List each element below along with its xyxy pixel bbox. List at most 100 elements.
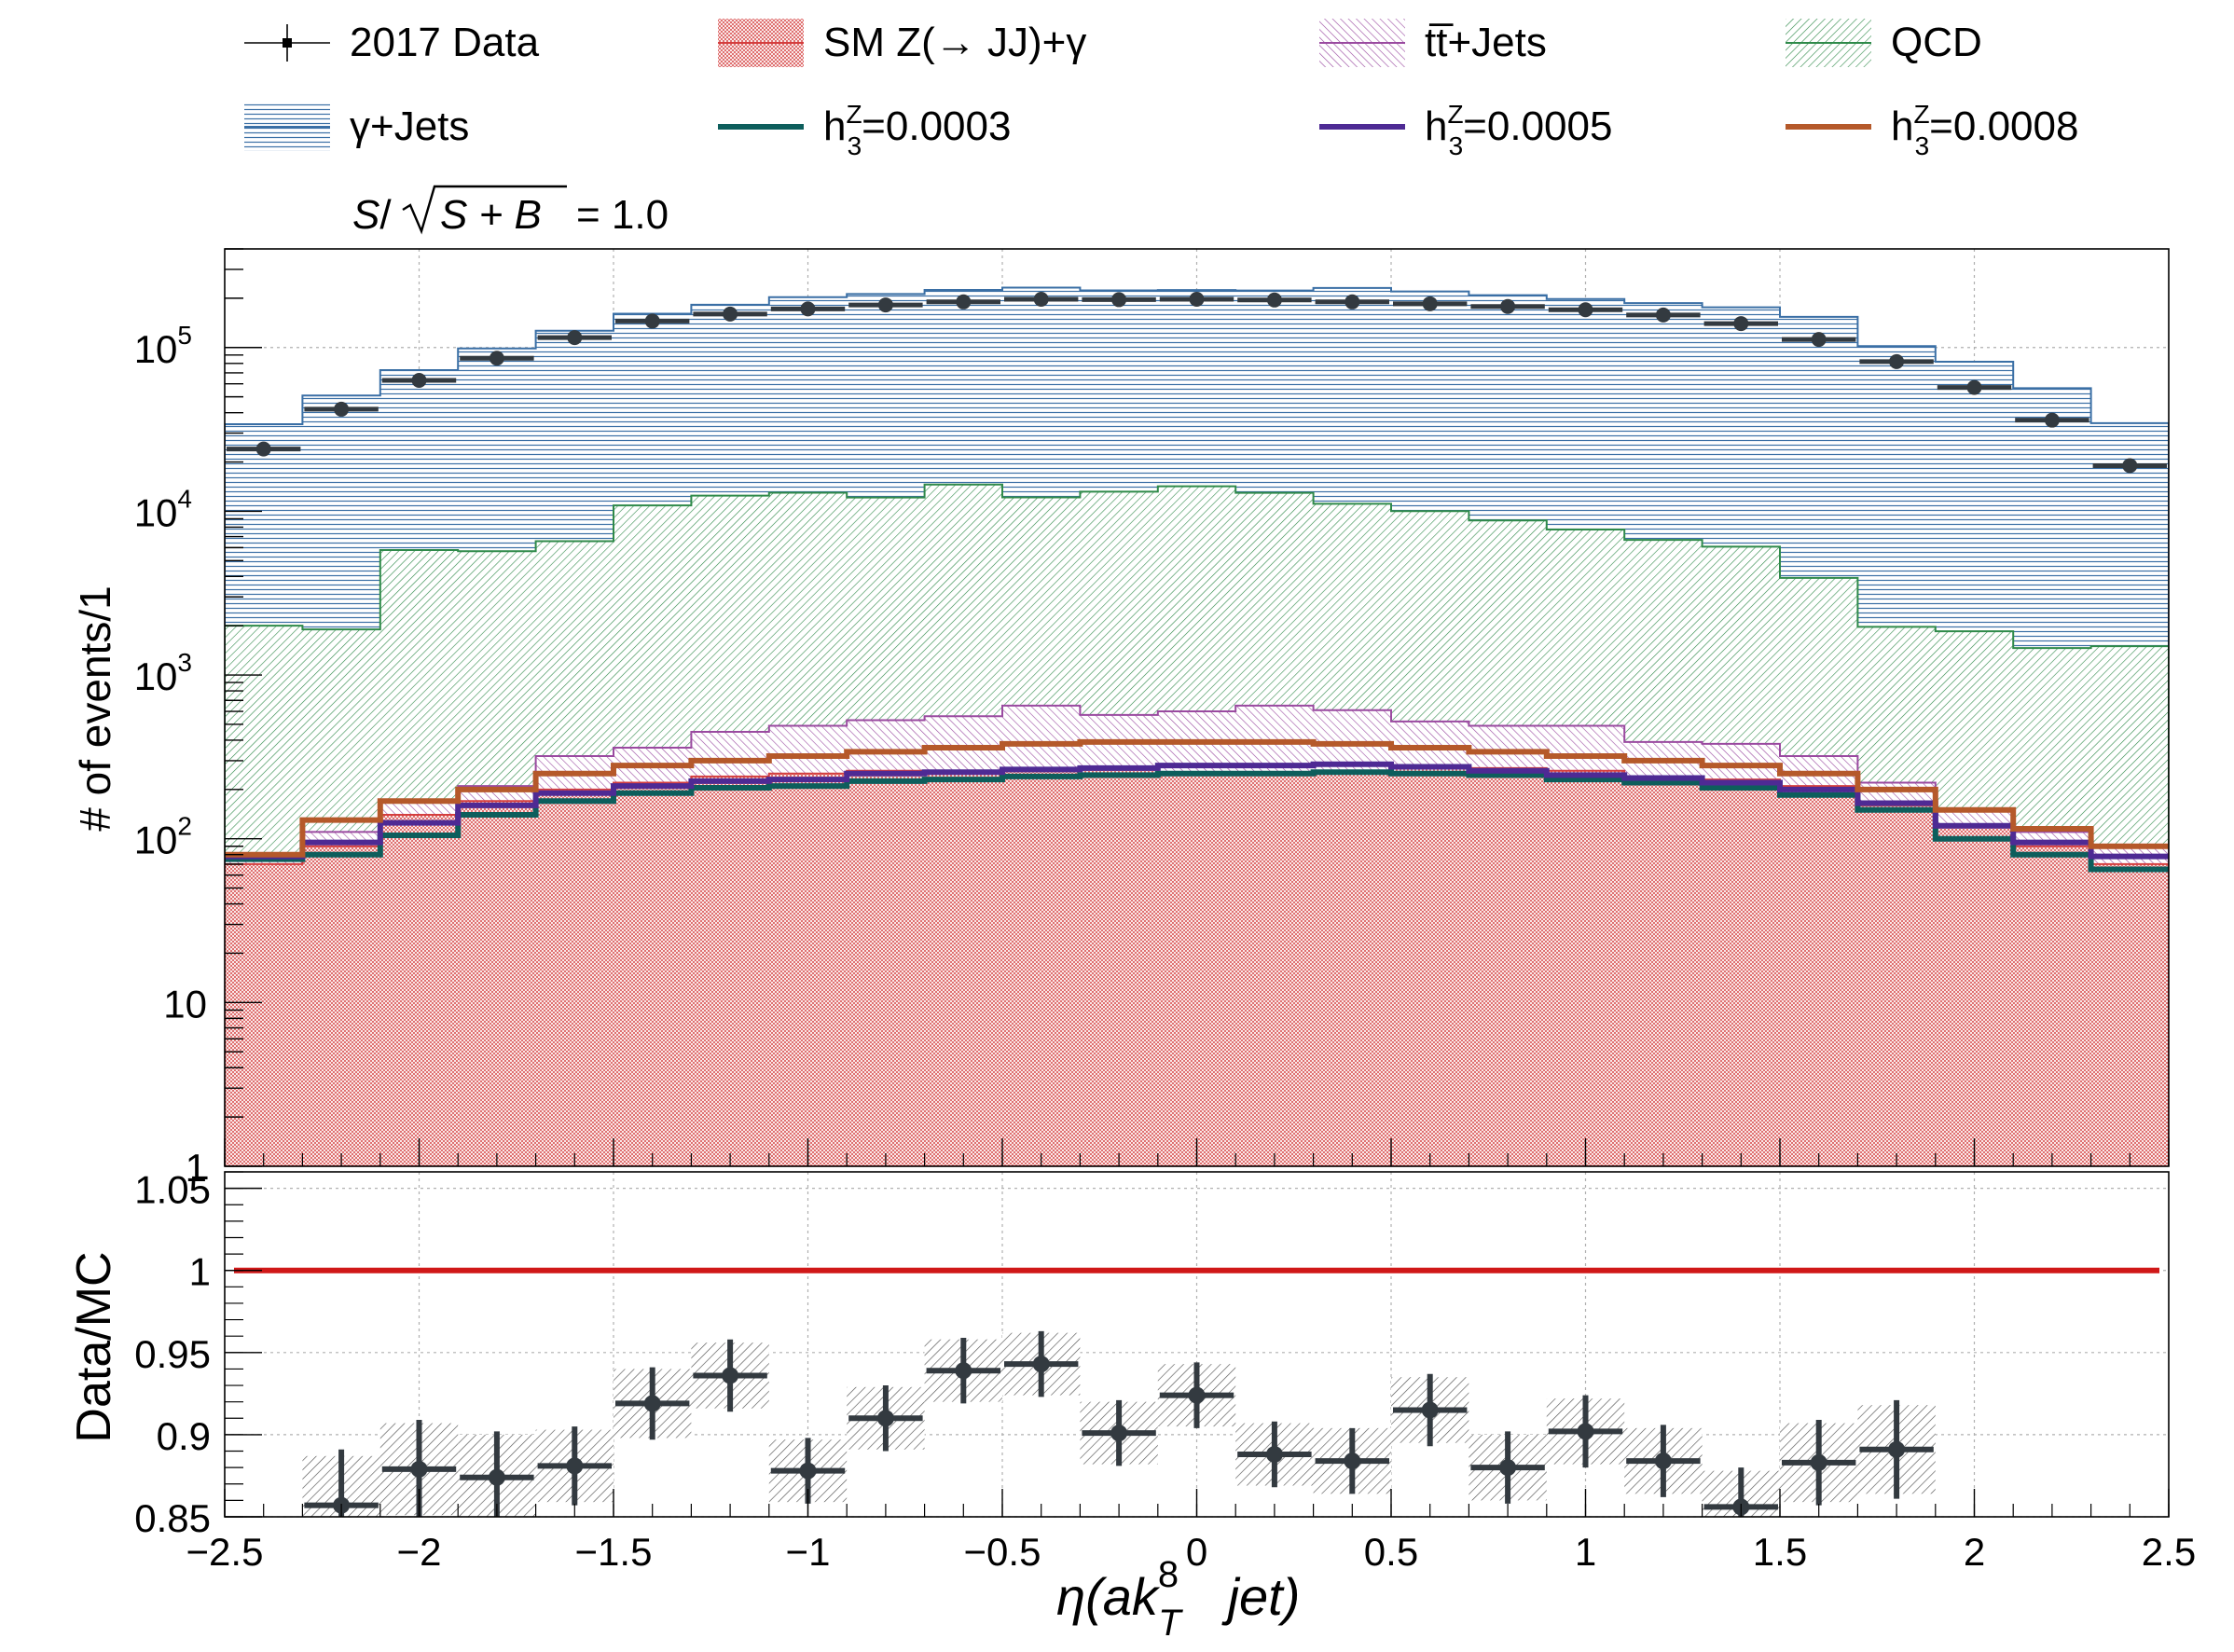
- ratio-point: [488, 1468, 505, 1486]
- x-tick-label: −0.5: [964, 1530, 1041, 1574]
- data-point: [489, 351, 504, 366]
- data-point: [1266, 292, 1282, 308]
- x-tick-label: −1.5: [575, 1530, 653, 1574]
- ratio-point: [1110, 1425, 1128, 1442]
- x-tick-label: 2: [1964, 1530, 1985, 1574]
- main-signals: [225, 738, 2169, 873]
- x-tick-label: −1: [786, 1530, 831, 1574]
- x-tick-label: 2.5: [2142, 1530, 2196, 1574]
- data-point: [1733, 316, 1749, 332]
- ratio-y-tick-label: 1: [189, 1250, 211, 1294]
- y-tick-label: 10: [163, 982, 207, 1026]
- ratio-y-tick-label: 1.05: [134, 1168, 211, 1212]
- data-point: [1966, 379, 1982, 395]
- y-tick-label: 1: [186, 1146, 207, 1190]
- main-pad: 1 10 102 103 104 105 # of events/1: [71, 248, 2170, 1190]
- legend-entry-data: 2017 Data: [244, 20, 540, 65]
- legend-entry-h2: hZ 3=0.0005: [1319, 100, 1612, 160]
- legend-label-tt: tt̅+Jets: [1425, 20, 1547, 65]
- ratio-point: [1032, 1356, 1050, 1373]
- main-y-axis-label: # of events/1: [71, 585, 119, 831]
- legend: 2017 Data SM Z(→ JJ)+γ tt̅+Jets QCD γ+Je…: [244, 19, 2078, 160]
- data-point: [1111, 292, 1127, 308]
- y-tick-label: 103: [134, 648, 192, 698]
- legend-entry-gj: γ+Jets: [244, 103, 469, 151]
- ratio-point: [1421, 1401, 1439, 1419]
- ratio-point: [643, 1395, 661, 1412]
- data-point: [1578, 302, 1593, 318]
- x-tick-label: −2.5: [186, 1530, 264, 1574]
- data-point: [411, 372, 427, 388]
- ratio-point: [1810, 1453, 1827, 1471]
- y-tick-label: 104: [134, 484, 192, 534]
- svg-text:S/: S/: [352, 192, 392, 238]
- data-point: [1422, 296, 1438, 311]
- ratio-point: [722, 1367, 739, 1384]
- legend-label-h3: hZ 3=0.0008: [1891, 100, 2078, 160]
- main-x-ticks: [224, 1138, 2170, 1166]
- signal-line-h3: [225, 738, 2169, 858]
- ratio-point: [1188, 1386, 1206, 1404]
- legend-entry-h1: hZ 3=0.0003: [718, 100, 1011, 160]
- data-point: [1811, 332, 1827, 348]
- legend-label-qcd: QCD: [1891, 20, 1982, 65]
- stack-area-sm: [225, 766, 2169, 1166]
- ratio-pad: 0.85 0.9 0.95 1 1.05 −2.5 −2 −1.5 −1 −0.5 0 0.5 1 1.…: [67, 1168, 2196, 1574]
- x-tick-label: 1.5: [1753, 1530, 1807, 1574]
- ratio-point: [955, 1362, 972, 1380]
- x-tick-label: 1: [1575, 1530, 1596, 1574]
- legend-label-sm: SM Z(→ JJ)+γ: [823, 20, 1086, 65]
- ratio-y-tick-label: 0.9: [157, 1414, 211, 1458]
- main-stack: [225, 286, 2169, 1166]
- ratio-point: [1499, 1459, 1517, 1477]
- main-y-axis: 1 10 102 103 104 105: [134, 248, 262, 1190]
- ratio-y-tick-label: 0.85: [134, 1496, 211, 1540]
- data-point: [1889, 353, 1905, 369]
- ratio-y-axis-label: Data/MC: [67, 1251, 121, 1442]
- data-point: [644, 313, 660, 329]
- x-axis: −2.5 −2 −1.5 −1 −0.5 0 0.5 1 1.5 2 2.5: [186, 1489, 2196, 1574]
- main-data: [227, 292, 2167, 474]
- ratio-point: [799, 1462, 817, 1480]
- ratio-point: [876, 1410, 894, 1427]
- data-point: [567, 330, 583, 346]
- ratio-point: [1654, 1452, 1672, 1470]
- y-tick-label: 102: [134, 812, 192, 862]
- legend-entry-h3: hZ 3=0.0008: [1786, 100, 2078, 160]
- data-point: [1345, 294, 1360, 310]
- ratio-point: [1577, 1423, 1594, 1440]
- legend-label-data: 2017 Data: [350, 20, 540, 65]
- legend-label-h1: hZ 3=0.0003: [823, 100, 1011, 160]
- data-point: [877, 297, 893, 313]
- ratio-y-axis: 0.85 0.9 0.95 1 1.05: [134, 1168, 262, 1540]
- ratio-point: [1265, 1446, 1283, 1464]
- data-point: [1655, 307, 1671, 323]
- legend-entry-sm: SM Z(→ JJ)+γ: [718, 19, 1086, 67]
- data-point: [800, 301, 816, 317]
- ratio-point: [566, 1457, 584, 1475]
- data-point: [1500, 298, 1516, 314]
- svg-text:= 1.0: = 1.0: [576, 192, 669, 238]
- legend-label-gj: γ+Jets: [350, 103, 469, 149]
- ratio-y-tick-label: 0.95: [134, 1332, 211, 1376]
- x-tick-label: −2: [397, 1530, 442, 1574]
- data-point: [1033, 292, 1049, 308]
- y-tick-label: 105: [134, 321, 192, 371]
- legend-label-h2: hZ 3=0.0005: [1425, 100, 1612, 160]
- x-tick-label: 0.5: [1364, 1530, 1418, 1574]
- data-point: [255, 441, 271, 457]
- significance-annotation: S/ S + B = 1.0: [352, 185, 669, 238]
- svg-text:S + B: S + B: [440, 192, 542, 238]
- data-point: [334, 401, 350, 417]
- ratio-point: [1344, 1452, 1361, 1470]
- ratio-point: [1888, 1440, 1906, 1458]
- legend-entry-tt: tt̅+Jets: [1319, 19, 1547, 67]
- legend-entry-qcd: QCD: [1786, 19, 1982, 67]
- data-point: [956, 294, 972, 310]
- data-point: [2044, 412, 2060, 428]
- data-point: [2122, 458, 2138, 474]
- data-point: [723, 306, 738, 322]
- x-tick-label: 0: [1186, 1530, 1207, 1574]
